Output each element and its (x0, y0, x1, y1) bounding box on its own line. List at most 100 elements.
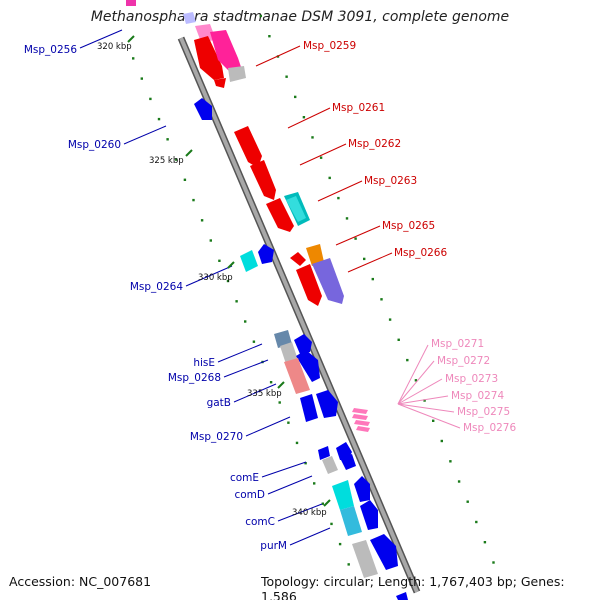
gene-partial-bottom (396, 592, 408, 600)
gene-label-comc[interactable]: comC (245, 516, 275, 528)
gene-msp-0260 (194, 98, 212, 120)
tick-dot (200, 219, 204, 222)
tick-dot (183, 178, 187, 181)
tick-dot (268, 35, 271, 38)
kbp-label: 340 kbp (292, 508, 327, 518)
tick-track (132, 14, 495, 566)
gene-blue-comc-b (360, 500, 378, 530)
gene-label-msp-0270[interactable]: Msp_0270 (190, 431, 243, 443)
tick-dot (345, 217, 349, 220)
gene-label-msp-0265[interactable]: Msp_0265 (382, 220, 435, 232)
gene-msp-0266 (312, 258, 344, 304)
tick-dot (166, 138, 169, 141)
tick-dot (457, 480, 461, 483)
gene-label-msp-0271[interactable]: Msp_0271 (431, 338, 484, 350)
gene-msp-0265 (290, 252, 306, 266)
tick-dot (397, 338, 400, 341)
tick-dot (209, 239, 212, 242)
tick-dot (157, 117, 161, 121)
gene-lavender-top (183, 12, 196, 24)
leader-lines (79, 29, 461, 546)
tick-dot (278, 401, 281, 404)
gene-label-msp-0262[interactable]: Msp_0262 (348, 138, 401, 150)
gene-label-msp-0261[interactable]: Msp_0261 (332, 102, 385, 114)
tick-dot (319, 156, 323, 159)
gene-msp-0259 (194, 36, 224, 80)
tick-dot (330, 522, 333, 526)
gene-blue-purm (370, 534, 398, 570)
tick-dot (483, 541, 487, 544)
gene-label-msp-0266[interactable]: Msp_0266 (394, 247, 447, 259)
gene-label-msp-0275[interactable]: Msp_0275 (457, 406, 510, 418)
kbp-label: 330 kbp (198, 273, 233, 283)
tick-dot (449, 460, 452, 463)
gene-msp-0268 (284, 358, 310, 394)
gene-label-msp-0273[interactable]: Msp_0273 (445, 373, 498, 385)
accession-text: Accession: NC_007681 (9, 574, 152, 589)
gene-cyan-0263-hi (286, 196, 306, 222)
tick-dot (287, 421, 290, 424)
gene-blue-0268 (296, 350, 320, 382)
tick-dot (140, 77, 143, 80)
tick-dot (363, 257, 366, 261)
genome-backbone (179, 37, 419, 593)
gene-label-msp-0260[interactable]: Msp_0260 (68, 139, 121, 151)
tick-dot (354, 237, 357, 240)
gene-cyan-0264 (240, 250, 258, 272)
tick-dot (337, 196, 340, 200)
gene-label-msp-0263[interactable]: Msp_0263 (364, 175, 417, 187)
gene-msp-0262 (250, 160, 276, 200)
gene-label-msp-0274[interactable]: Msp_0274 (451, 390, 504, 402)
gene-label-msp-0256[interactable]: Msp_0256 (24, 44, 77, 56)
gene-label-hise[interactable]: hisE (193, 357, 215, 369)
tick-dot (302, 116, 306, 119)
tick-dot (294, 95, 297, 99)
tick-dot (226, 279, 230, 283)
gene-msp-0266-a (296, 264, 322, 306)
tick-dot (321, 502, 324, 505)
gene-pink-top (195, 24, 216, 42)
tick-dot (269, 381, 273, 384)
kbp-label: 335 kbp (247, 389, 282, 399)
gene-label-msp-0264[interactable]: Msp_0264 (130, 281, 183, 293)
gene-label-msp-0276[interactable]: Msp_0276 (463, 422, 516, 434)
gene-label-msp-0259[interactable]: Msp_0259 (303, 40, 356, 52)
gene-grey-0259 (228, 66, 246, 82)
gene-come (322, 456, 338, 474)
tick-dot (218, 259, 221, 262)
tick-dot (304, 462, 307, 465)
tick-dot (295, 441, 299, 445)
topology-text: Topology: circular; Length: 1,767,403 bp… (261, 574, 565, 600)
gene-blue-comc (354, 476, 370, 502)
gene-small-0259 (214, 78, 226, 88)
tick-dot (423, 399, 426, 402)
gene-label-purm[interactable]: purM (260, 540, 287, 552)
tick-dot (328, 176, 331, 180)
gene-features (126, 0, 408, 600)
gene-label-comd[interactable]: comD (234, 489, 265, 501)
tick-dot (175, 158, 178, 161)
gene-label-msp-0268[interactable]: Msp_0268 (168, 372, 221, 384)
tick-dot (440, 439, 443, 443)
gene-msp-0263 (266, 198, 294, 232)
gene-label-gatb[interactable]: gatB (207, 397, 231, 409)
gene-partial-top (126, 0, 136, 6)
tick-dot (235, 300, 238, 303)
gene-msp-0261 (234, 126, 262, 168)
gene-gatb (300, 394, 318, 422)
gene-orange-0265 (306, 244, 324, 266)
gene-purm (352, 540, 378, 578)
kbp-label: 320 kbp (97, 42, 132, 52)
gene-label-come[interactable]: comE (230, 472, 259, 484)
tick-dot (347, 563, 350, 566)
tick-dot (244, 320, 247, 323)
gene-label-msp-0272[interactable]: Msp_0272 (437, 355, 490, 367)
tick-dot (466, 500, 469, 503)
gene-msp-0270 (316, 390, 338, 418)
tick-dot (313, 482, 316, 485)
tick-dot (475, 520, 478, 524)
gene-come-a (318, 446, 330, 460)
tick-dot (132, 57, 135, 60)
